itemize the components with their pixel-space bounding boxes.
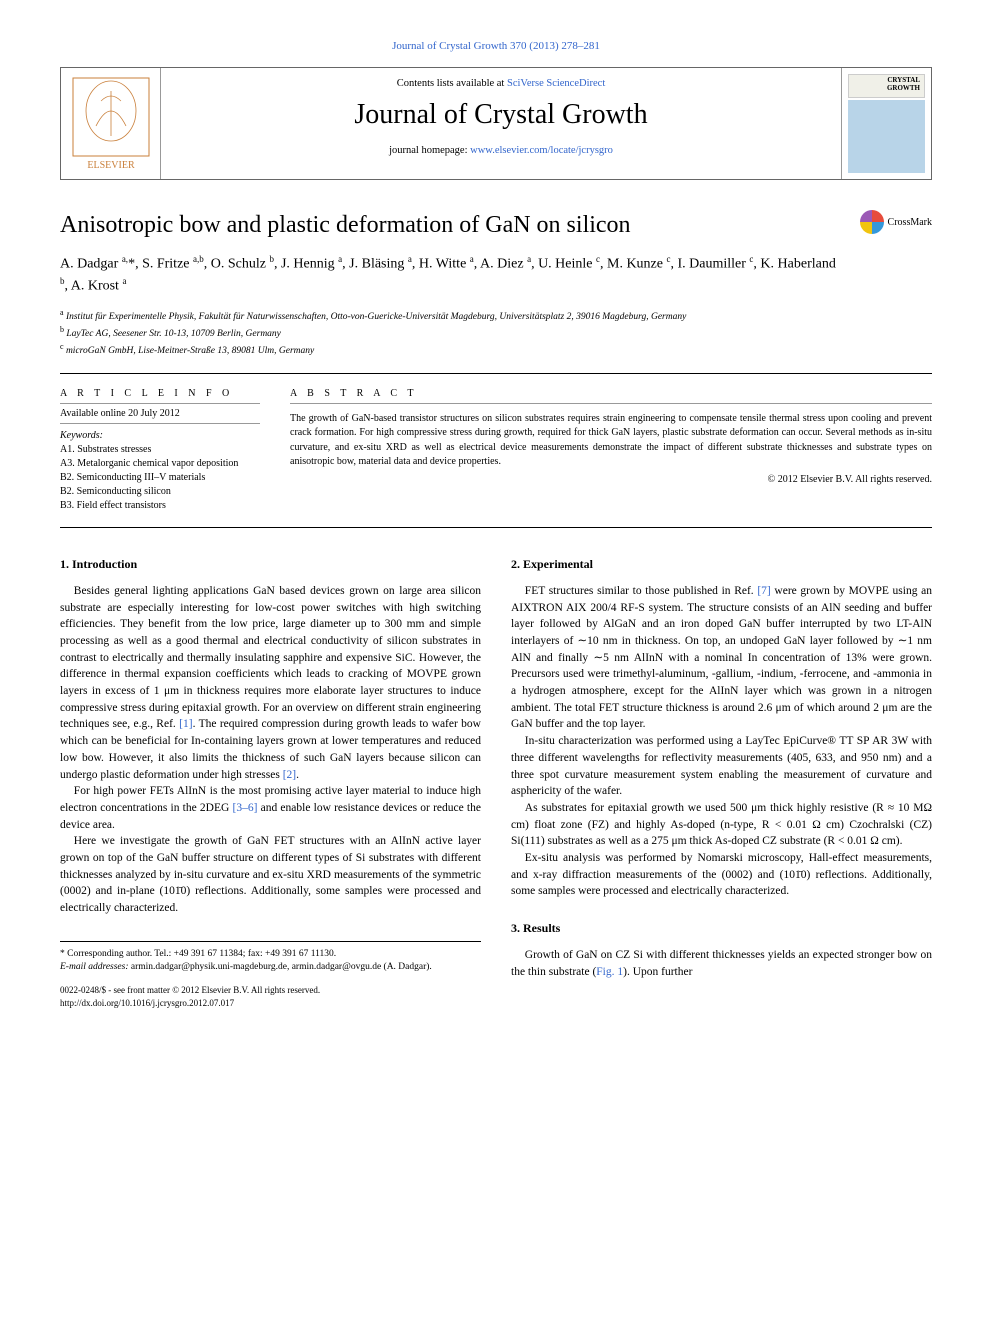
affiliations: a Institut für Experimentelle Physik, Fa… bbox=[60, 307, 932, 359]
keyword-item: A1. Substrates stresses bbox=[60, 443, 260, 457]
abstract: A B S T R A C T The growth of GaN-based … bbox=[290, 388, 932, 513]
email-line: E-mail addresses: armin.dadgar@physik.un… bbox=[60, 961, 481, 974]
body-paragraph: Here we investigate the growth of GaN FE… bbox=[60, 833, 481, 916]
body-paragraph: Besides general lighting applications Ga… bbox=[60, 583, 481, 783]
crossmark-label: CrossMark bbox=[888, 217, 932, 228]
journal-homepage: journal homepage: www.elsevier.com/locat… bbox=[181, 145, 821, 156]
body-paragraph: Growth of GaN on CZ Si with different th… bbox=[511, 947, 932, 980]
divider bbox=[60, 373, 932, 374]
authors-list: A. Dadgar a,*, S. Fritze a,b, O. Schulz … bbox=[60, 253, 840, 296]
journal-header: ELSEVIER Contents lists available at Sci… bbox=[60, 67, 932, 180]
info-abstract-row: A R T I C L E I N F O Available online 2… bbox=[60, 388, 932, 513]
body-paragraph: FET structures similar to those publishe… bbox=[511, 583, 932, 733]
corresponding-author: * Corresponding author. Tel.: +49 391 67… bbox=[60, 948, 481, 961]
keyword-item: B2. Semiconducting III–V materials bbox=[60, 471, 260, 485]
doi-line[interactable]: http://dx.doi.org/10.1016/j.jcrysgro.201… bbox=[60, 997, 481, 1010]
affiliation-a: a Institut für Experimentelle Physik, Fa… bbox=[60, 307, 932, 324]
journal-cover: CRYSTAL GROWTH bbox=[841, 68, 931, 179]
body-paragraph: Ex-situ analysis was performed by Nomars… bbox=[511, 850, 932, 900]
right-column: 2. Experimental FET structures similar t… bbox=[511, 556, 932, 1010]
keywords-list: A1. Substrates stressesA3. Metalorganic … bbox=[60, 443, 260, 513]
body-paragraph: In-situ characterization was performed u… bbox=[511, 733, 932, 800]
elsevier-logo: ELSEVIER bbox=[61, 68, 161, 179]
email-addresses: armin.dadgar@physik.uni-magdeburg.de, ar… bbox=[131, 962, 432, 972]
crossmark-badge[interactable]: CrossMark bbox=[860, 210, 932, 234]
abstract-heading: A B S T R A C T bbox=[290, 388, 932, 399]
abstract-copyright: © 2012 Elsevier B.V. All rights reserved… bbox=[290, 474, 932, 485]
svg-text:ELSEVIER: ELSEVIER bbox=[87, 160, 135, 171]
sciencedirect-link[interactable]: SciVerse ScienceDirect bbox=[507, 78, 605, 89]
affiliation-c: c microGaN GmbH, Lise-Meitner-Straße 13,… bbox=[60, 341, 932, 358]
section-exp-head: 2. Experimental bbox=[511, 556, 932, 573]
ref-link[interactable]: [7] bbox=[757, 585, 770, 597]
contents-prefix: Contents lists available at bbox=[397, 78, 507, 89]
homepage-prefix: journal homepage: bbox=[389, 145, 470, 156]
left-column: 1. Introduction Besides general lighting… bbox=[60, 556, 481, 1010]
article-info-heading: A R T I C L E I N F O bbox=[60, 388, 260, 399]
copyright-block: 0022-0248/$ - see front matter © 2012 El… bbox=[60, 984, 481, 1009]
crossmark-icon bbox=[860, 210, 884, 234]
issn-line: 0022-0248/$ - see front matter © 2012 El… bbox=[60, 984, 481, 997]
abstract-rule bbox=[290, 403, 932, 404]
section-intro-head: 1. Introduction bbox=[60, 556, 481, 573]
available-online: Available online 20 July 2012 bbox=[60, 403, 260, 424]
keywords-label: Keywords: bbox=[60, 430, 260, 441]
keyword-item: B3. Field effect transistors bbox=[60, 499, 260, 513]
header-center: Contents lists available at SciVerse Sci… bbox=[161, 68, 841, 179]
journal-citation[interactable]: Journal of Crystal Growth 370 (2013) 278… bbox=[60, 40, 932, 52]
keyword-item: A3. Metalorganic chemical vapor depositi… bbox=[60, 457, 260, 471]
cover-image bbox=[848, 100, 925, 173]
figure-link[interactable]: Fig. 1 bbox=[596, 966, 623, 978]
journal-name: Journal of Crystal Growth bbox=[181, 99, 821, 131]
cover-title: CRYSTAL GROWTH bbox=[848, 74, 925, 98]
ref-link[interactable]: [1] bbox=[179, 718, 192, 730]
body-paragraph: For high power FETs AlInN is the most pr… bbox=[60, 783, 481, 833]
article-info: A R T I C L E I N F O Available online 2… bbox=[60, 388, 260, 513]
homepage-link[interactable]: www.elsevier.com/locate/jcrysgro bbox=[470, 145, 613, 156]
footnotes: * Corresponding author. Tel.: +49 391 67… bbox=[60, 941, 481, 975]
affiliation-b: b LayTec AG, Seesener Str. 10-13, 10709 … bbox=[60, 324, 932, 341]
body-paragraph: As substrates for epitaxial growth we us… bbox=[511, 800, 932, 850]
email-label: E-mail addresses: bbox=[60, 962, 129, 972]
section-res-head: 3. Results bbox=[511, 920, 932, 937]
body-columns: 1. Introduction Besides general lighting… bbox=[60, 556, 932, 1010]
ref-link[interactable]: [3–6] bbox=[232, 802, 257, 814]
contents-line: Contents lists available at SciVerse Sci… bbox=[181, 78, 821, 89]
ref-link[interactable]: [2] bbox=[283, 769, 296, 781]
keyword-item: B2. Semiconducting silicon bbox=[60, 485, 260, 499]
article-title: Anisotropic bow and plastic deformation … bbox=[60, 210, 840, 241]
abstract-text: The growth of GaN-based transistor struc… bbox=[290, 412, 932, 470]
divider bbox=[60, 527, 932, 528]
